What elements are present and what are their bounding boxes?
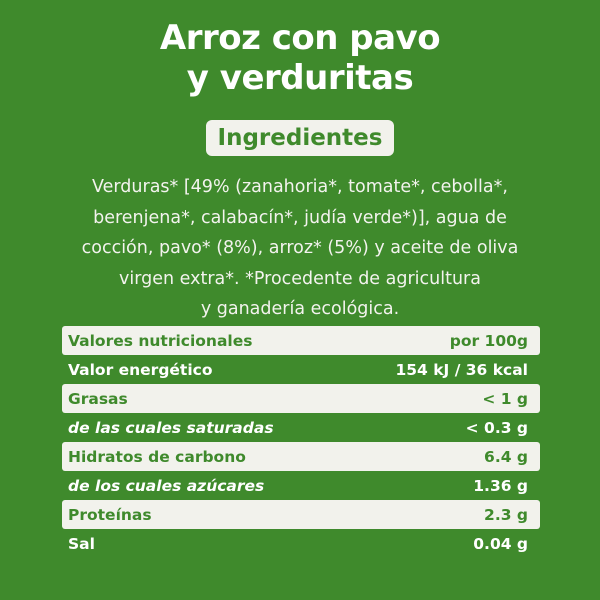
ingredients-line: virgen extra*. *Procedente de agricultur… bbox=[119, 268, 481, 289]
ingredients-line: berenjena*, calabacín*, judía verde*)], … bbox=[93, 207, 507, 228]
nutrition-header-value: por 100g bbox=[449, 331, 528, 350]
nutrition-row-label: Proteínas bbox=[68, 505, 152, 524]
nutrition-row-value: 6.4 g bbox=[484, 447, 528, 466]
nutrition-row-label: Sal bbox=[68, 534, 95, 553]
nutrition-row-protein: Proteínas 2.3 g bbox=[62, 500, 540, 529]
nutrition-row-fat: Grasas < 1 g bbox=[62, 384, 540, 413]
ingredients-line: Verduras* [49% (zanahoria*, tomate*, ceb… bbox=[92, 177, 508, 197]
nutrition-table: Valores nutricionales por 100g Valor ene… bbox=[62, 326, 540, 558]
ingredients-line: y ganadería ecológica. bbox=[200, 299, 400, 319]
nutrition-row-value: 154 kJ / 36 kcal bbox=[395, 360, 528, 379]
nutrition-header-label: Valores nutricionales bbox=[68, 331, 253, 350]
nutrition-row-salt: Sal 0.04 g bbox=[62, 529, 540, 558]
ingredients-line: cocción, pavo* (8%), arroz* (5%) y aceit… bbox=[81, 238, 519, 258]
nutrition-row-value: < 1 g bbox=[482, 389, 528, 408]
ingredients-heading-wrap: Ingredientes bbox=[0, 120, 600, 156]
title-line-1: Arroz con pavo bbox=[159, 18, 441, 58]
nutrition-row-carbs: Hidratos de carbono 6.4 g bbox=[62, 442, 540, 471]
nutrition-row-label: de las cuales saturadas bbox=[68, 418, 274, 437]
nutrition-row-sugars: de los cuales azúcares 1.36 g bbox=[62, 471, 540, 500]
nutrition-row-label: Valor energético bbox=[68, 360, 213, 379]
nutrition-row-value: 2.3 g bbox=[484, 505, 528, 524]
product-title: Arroz con pavo y verduritas bbox=[0, 18, 600, 98]
nutrition-row-value: 0.04 g bbox=[473, 534, 528, 553]
nutrition-row-value: 1.36 g bbox=[473, 476, 528, 495]
nutrition-row-label: Grasas bbox=[68, 389, 128, 408]
ingredients-text: Verduras* [49% (zanahoria*, tomate*, ceb… bbox=[40, 172, 560, 325]
nutrition-row-energy: Valor energético 154 kJ / 36 kcal bbox=[62, 355, 540, 384]
nutrition-row-value: < 0.3 g bbox=[465, 418, 528, 437]
ingredients-heading: Ingredientes bbox=[205, 120, 395, 156]
nutrition-header-row: Valores nutricionales por 100g bbox=[62, 326, 540, 355]
nutrition-row-label: de los cuales azúcares bbox=[68, 476, 265, 495]
nutrition-row-label: Hidratos de carbono bbox=[68, 447, 246, 466]
title-line-2: y verduritas bbox=[186, 58, 414, 98]
nutrition-row-saturated: de las cuales saturadas < 0.3 g bbox=[62, 413, 540, 442]
